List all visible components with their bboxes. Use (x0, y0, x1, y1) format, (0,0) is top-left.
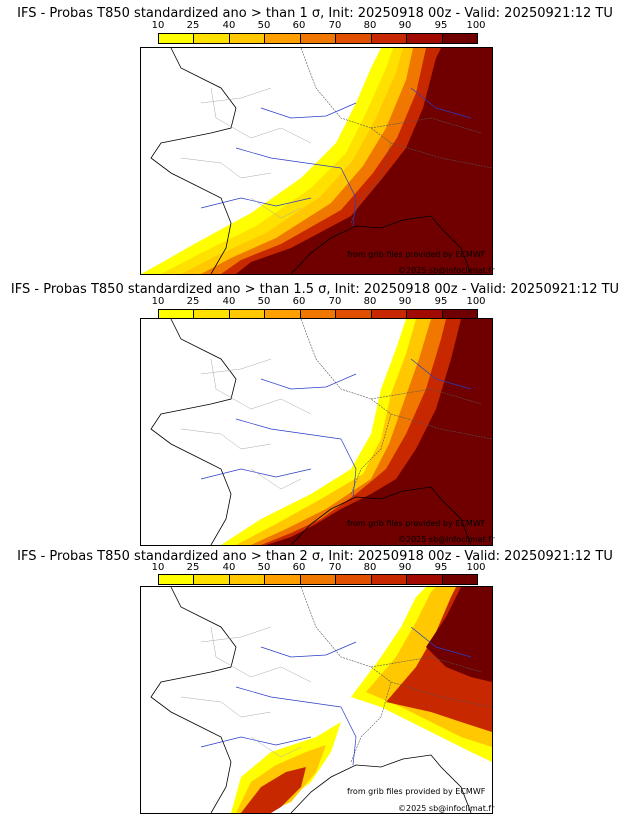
country-borders (300, 587, 492, 763)
tick-label: 60 (292, 562, 306, 573)
colorbar-swatch (229, 310, 266, 319)
colorbar-swatch (229, 34, 266, 43)
tick-label: 50 (257, 20, 271, 31)
tick-label: 95 (434, 296, 448, 307)
tick-label: 80 (363, 562, 377, 573)
colorbar-swatch (336, 310, 372, 319)
tick-label: 60 (292, 296, 306, 307)
colorbar-ticks: 10 25 40 50 60 70 80 90 95 100 (152, 296, 486, 308)
credit-copyright: ©2025 sb@infoclimat.fr (398, 535, 495, 544)
rivers (200, 626, 472, 766)
colorbar-swatch (194, 34, 230, 43)
colorbar-swatch (159, 310, 195, 319)
colorbar-swatch (336, 575, 372, 584)
colorbar-swatch (336, 34, 372, 43)
field-95 (266, 319, 492, 545)
map-panel-2: IFS - Probas T850 standardized ano > tha… (0, 276, 630, 552)
tick-label: 50 (257, 296, 271, 307)
map-panel-1: IFS - Probas T850 standardized ano > tha… (0, 0, 630, 276)
coastline (290, 754, 472, 813)
colorbar-ticks: 10 25 40 50 60 70 80 90 95 100 (152, 562, 486, 574)
field-95 (426, 587, 492, 682)
colorbar-swatch (265, 575, 301, 584)
colorbar (158, 33, 478, 44)
coastline (150, 319, 237, 545)
colorbar (158, 574, 478, 585)
map-panel-3: IFS - Probas T850 standardized ano > tha… (0, 546, 630, 822)
credit-source: from grib files provided by ECMWF (347, 250, 486, 259)
colorbar-swatch (194, 310, 230, 319)
tick-label: 80 (363, 296, 377, 307)
field-95 (236, 48, 492, 274)
colorbar-swatch (371, 34, 408, 43)
coastline (290, 486, 472, 545)
field-80 (241, 767, 306, 813)
tick-label: 90 (398, 562, 412, 573)
tick-label: 10 (151, 562, 165, 573)
probability-map (140, 318, 493, 546)
tick-label: 100 (466, 296, 486, 307)
colorbar-swatch (300, 34, 337, 43)
tick-label: 40 (222, 562, 236, 573)
rivers (200, 87, 472, 227)
tick-label: 70 (328, 562, 342, 573)
colorbar-ticks: 10 25 40 50 60 70 80 90 95 100 (152, 20, 486, 32)
colorbar-swatch (265, 310, 301, 319)
colorbar-swatch (300, 310, 337, 319)
colorbar-swatch (194, 575, 230, 584)
colorbar-swatch (407, 34, 443, 43)
department-lines (180, 87, 312, 219)
credit-copyright: ©2025 sb@infoclimat.fr (398, 804, 495, 813)
probability-map (140, 586, 493, 814)
tick-label: 100 (466, 562, 486, 573)
tick-label: 70 (328, 296, 342, 307)
department-lines (180, 626, 312, 758)
tick-label: 25 (186, 20, 200, 31)
tick-label: 95 (434, 20, 448, 31)
credit-source: from grib files provided by ECMWF (347, 787, 486, 796)
coastline (150, 48, 237, 274)
tick-label: 90 (398, 20, 412, 31)
colorbar-swatch (371, 575, 408, 584)
panel-title: IFS - Probas T850 standardized ano > tha… (17, 549, 613, 564)
colorbar-swatch (300, 575, 337, 584)
tick-label: 25 (186, 296, 200, 307)
rivers (200, 358, 472, 498)
credit-copyright: ©2025 sb@infoclimat.fr (398, 266, 495, 275)
colorbar-swatch (159, 34, 195, 43)
tick-label: 90 (398, 296, 412, 307)
tick-label: 40 (222, 20, 236, 31)
coastline (150, 587, 237, 813)
tick-label: 10 (151, 296, 165, 307)
colorbar-swatch (159, 575, 195, 584)
credit-source: from grib files provided by ECMWF (347, 519, 486, 528)
colorbar-swatch (371, 310, 408, 319)
tick-label: 25 (186, 562, 200, 573)
tick-label: 70 (328, 20, 342, 31)
tick-label: 10 (151, 20, 165, 31)
colorbar-swatch (407, 575, 443, 584)
tick-label: 40 (222, 296, 236, 307)
probability-map (140, 47, 493, 275)
tick-label: 50 (257, 562, 271, 573)
colorbar-swatch (407, 310, 443, 319)
coastline (290, 215, 472, 274)
panel-title: IFS - Probas T850 standardized ano > tha… (17, 6, 613, 21)
tick-label: 100 (466, 20, 486, 31)
colorbar-swatch (229, 575, 266, 584)
colorbar-swatch (442, 310, 477, 319)
tick-label: 60 (292, 20, 306, 31)
country-borders (300, 319, 492, 495)
colorbar-swatch (265, 34, 301, 43)
panel-title: IFS - Probas T850 standardized ano > tha… (10, 282, 620, 297)
country-borders (300, 48, 492, 224)
tick-label: 80 (363, 20, 377, 31)
tick-label: 95 (434, 562, 448, 573)
colorbar-swatch (442, 34, 477, 43)
colorbar-swatch (442, 575, 477, 584)
department-lines (180, 358, 312, 490)
